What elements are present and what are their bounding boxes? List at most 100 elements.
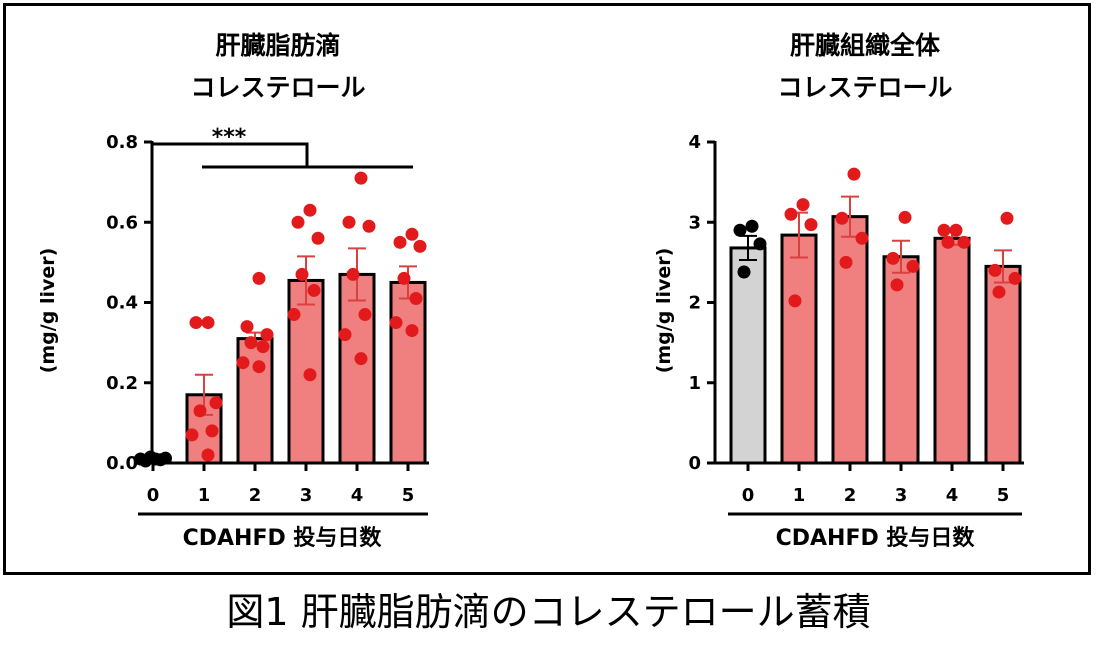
chart1-point-0-6 [159,451,172,465]
chart2-y-tick-0: 0 [688,453,701,474]
figure-caption: 図1 肝臓脂肪滴のコレステロール蓄積 [226,590,871,634]
chart2-y-tick-4: 4 [688,132,701,153]
chart2-point-5-3 [1008,271,1022,285]
chart1-significance-bracket [150,142,413,449]
chart2-x-tick-3: 3 [895,485,908,506]
chart1-point-5-6 [389,316,403,330]
chart1-y-tick-4: 0.8 [106,132,138,153]
chart1-point-2-4 [244,336,258,350]
chart2-point-3-1 [898,210,912,224]
chart1-point-1-5 [205,424,219,438]
chart1-error-bar-3 [297,255,315,306]
chart1-x-tick-5: 5 [402,485,415,506]
chart2-point-3-3 [906,259,920,273]
chart2-title-line2: コレステロール [777,73,952,102]
chart2-point-0-3 [753,237,767,251]
chart1-y-tick-2: 0.4 [106,293,138,314]
chart1-x-tick-3: 3 [300,485,313,506]
chart1-point-4-1 [354,171,368,185]
chart2-error-bar-5 [994,249,1012,284]
chart1-point-1-6 [185,428,199,442]
chart1-point-2-1 [252,271,266,285]
chart2-y-tick-3: 3 [688,212,701,233]
chart2-title-line1: 肝臓組織全体 [790,31,941,60]
chart2-point-1-3 [804,218,818,232]
chart1-point-2-6 [236,356,250,370]
chart2-point-0-1 [745,219,759,233]
chart1-y-tick-1: 0.2 [106,373,138,394]
chart1-x-tick-1: 1 [198,485,211,506]
chart2-bar-2 [831,215,869,465]
chart1-point-2-7 [252,360,266,374]
chart1-point-3-1 [303,203,317,217]
chart2-bar-4 [933,236,971,465]
chart1-y-axis-label: (mg/g liver) [37,248,59,374]
chart2-point-0-4 [737,265,751,279]
chart2-point-4-1 [949,223,963,237]
chart2-x-axis-label: CDAHFD 投与日数 [776,525,976,551]
chart2-point-5-1 [1000,211,1014,225]
chart2-point-1-1 [796,198,810,212]
chart1-point-1-2 [189,316,203,330]
chart1-point-1-3 [209,396,223,410]
chart1-point-1-7 [201,448,215,462]
chart1-x-tick-2: 2 [249,485,262,506]
chart2-point-1-2 [784,207,798,221]
chart1-point-1-1 [201,316,215,330]
chart1-bar-5 [389,280,427,465]
chart1-point-3-7 [303,368,317,382]
chart2-bar-0 [729,246,767,465]
chart1-point-1-4 [193,404,207,418]
chart2-point-1-4 [788,294,802,308]
chart1-title-line1: 肝臓脂肪滴 [215,31,340,60]
chart2-point-3-4 [890,278,904,292]
chart1-point-4-4 [346,267,360,281]
chart1-point-2-3 [260,328,274,342]
chart1-point-3-2 [291,215,305,229]
chart2-bar-1 [780,233,818,465]
chart1-point-5-1 [405,227,419,241]
chart2-point-2-3 [855,231,869,245]
chart2-y-tick-2: 2 [688,293,701,314]
chart1-x-axis-label: CDAHFD 投与日数 [183,525,383,551]
chart2-point-5-4 [992,285,1006,299]
chart1-point-5-7 [405,324,419,338]
chart2-x-tick-4: 4 [946,485,959,506]
chart1-point-3-6 [287,308,301,322]
chart1-title-line2: コレステロール [190,73,365,102]
chart2-y-axis-label: (mg/g liver) [653,248,675,374]
chart1-point-5-3 [413,239,427,253]
chart1-point-5-5 [409,291,423,305]
chart1-y-tick-3: 0.6 [106,212,138,233]
chart2-x-tick-1: 1 [793,485,806,506]
bracket-upper [150,142,309,449]
chart2-point-4-2 [937,223,951,237]
chart2-point-4-3 [957,235,971,249]
figure-frame [3,3,1091,575]
chart1-point-4-7 [354,352,368,366]
chart1-bar-4 [338,272,376,465]
chart1-point-5-4 [397,271,411,285]
chart2-point-2-1 [847,167,861,181]
chart1-significance-label: *** [212,125,247,150]
chart1-point-4-2 [342,215,356,229]
chart2-point-4-4 [941,235,955,249]
chart1-point-4-5 [358,308,372,322]
chart2-x-tick-0: 0 [742,485,755,506]
chart2-x-tick-5: 5 [997,485,1010,506]
chart2-point-2-4 [839,255,853,269]
chart1-x-tick-4: 4 [351,485,364,506]
chart2-y-tick-1: 1 [688,373,701,394]
chart1-point-3-4 [295,267,309,281]
chart1-point-3-3 [311,231,325,245]
chart2-point-2-2 [835,211,849,225]
chart2-point-3-2 [886,251,900,265]
chart1-x-tick-0: 0 [147,485,160,506]
chart1-point-5-2 [393,235,407,249]
chart1-point-4-6 [338,328,352,342]
chart1-point-2-2 [240,320,254,334]
chart1-point-4-3 [362,219,376,233]
chart2-point-0-2 [733,223,747,237]
chart1-point-2-5 [256,340,270,354]
